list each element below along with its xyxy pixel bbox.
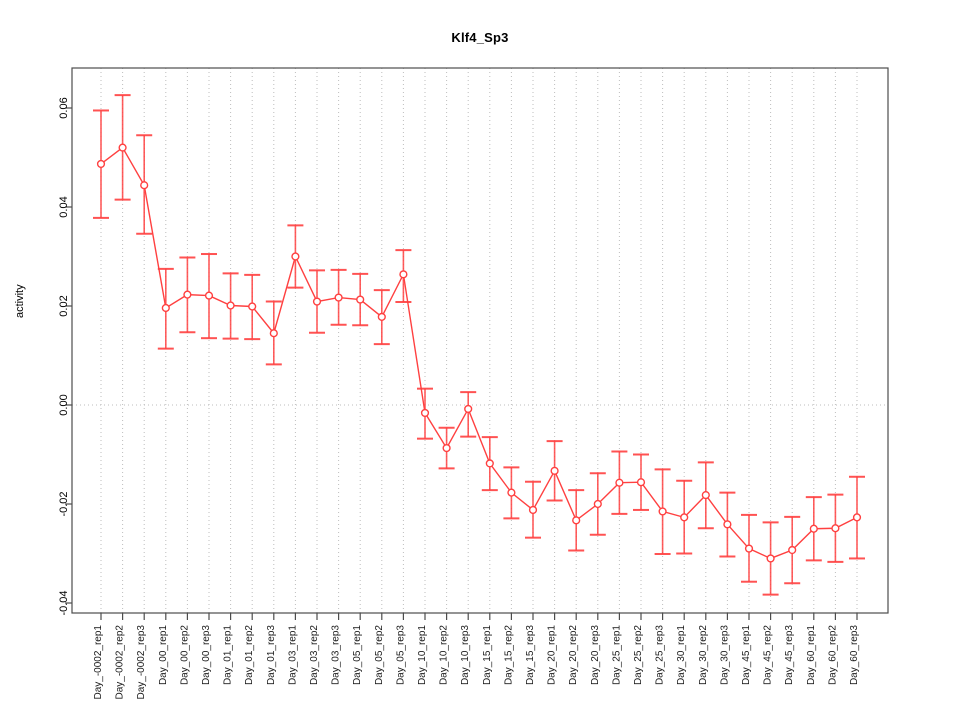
svg-text:Day_10_rep3: Day_10_rep3 [460, 625, 471, 685]
svg-text:Day_03_rep3: Day_03_rep3 [331, 625, 342, 685]
x-axis-ticks: Day_-0002_rep1 Day_-0002_rep2 Day_-0002_re… [93, 613, 860, 700]
y-axis-ticks: 0.06 0.04 0.02 0.00 -0.02 -0.04 [58, 97, 72, 616]
svg-text:Day_60_rep1: Day_60_rep1 [806, 625, 817, 685]
svg-text:0.02: 0.02 [58, 295, 70, 316]
svg-text:Day_60_rep2: Day_60_rep2 [827, 625, 838, 685]
data-line [100, 146, 858, 560]
gridlines [100, 68, 858, 613]
svg-text:Day_25_rep2: Day_25_rep2 [633, 625, 644, 685]
svg-text:Day_-0002_rep1: Day_-0002_rep1 [93, 625, 104, 700]
svg-text:Day_15_rep2: Day_15_rep2 [503, 625, 514, 685]
svg-text:0.00: 0.00 [58, 394, 70, 415]
svg-text:Day_45_rep1: Day_45_rep1 [741, 625, 752, 685]
svg-text:Day_60_rep3: Day_60_rep3 [849, 625, 860, 685]
svg-text:Day_25_rep1: Day_25_rep1 [611, 625, 622, 685]
svg-text:Day_30_rep3: Day_30_rep3 [719, 625, 730, 685]
svg-text:Day_-0002_rep3: Day_-0002_rep3 [136, 625, 147, 700]
svg-text:Day_01_rep1: Day_01_rep1 [223, 625, 234, 685]
svg-text:Day_30_rep2: Day_30_rep2 [698, 625, 709, 685]
svg-text:-0.02: -0.02 [58, 491, 70, 516]
svg-text:Day_00_rep2: Day_00_rep2 [179, 625, 190, 685]
svg-text:Day_20_rep2: Day_20_rep2 [568, 625, 579, 685]
data-points-group [96, 143, 862, 563]
svg-text:Day_10_rep1: Day_10_rep1 [417, 625, 428, 685]
svg-text:Day_05_rep2: Day_05_rep2 [374, 625, 385, 685]
svg-text:Day_05_rep3: Day_05_rep3 [395, 625, 406, 685]
svg-text:Day_03_rep1: Day_03_rep1 [287, 625, 298, 685]
svg-text:Day_-0002_rep2: Day_-0002_rep2 [115, 625, 126, 700]
svg-text:Day_00_rep3: Day_00_rep3 [201, 625, 212, 685]
svg-text:Day_20_rep1: Day_20_rep1 [547, 625, 558, 685]
svg-text:Day_01_rep2: Day_01_rep2 [244, 625, 255, 685]
svg-text:Day_30_rep1: Day_30_rep1 [676, 625, 687, 685]
svg-text:Day_10_rep2: Day_10_rep2 [439, 625, 450, 685]
svg-text:Day_00_rep1: Day_00_rep1 [158, 625, 169, 685]
svg-text:0.04: 0.04 [58, 196, 70, 217]
svg-text:Day_15_rep3: Day_15_rep3 [525, 625, 536, 685]
svg-text:Day_20_rep3: Day_20_rep3 [590, 625, 601, 685]
svg-text:0.06: 0.06 [58, 97, 70, 118]
svg-text:Day_01_rep3: Day_01_rep3 [266, 625, 277, 685]
svg-text:Day_15_rep1: Day_15_rep1 [482, 625, 493, 685]
svg-text:Day_45_rep3: Day_45_rep3 [784, 625, 795, 685]
page-title: Klf4_Sp3 [451, 30, 509, 45]
plot-frame [71, 67, 889, 614]
svg-text:Day_05_rep1: Day_05_rep1 [352, 625, 363, 685]
svg-text:-0.04: -0.04 [58, 590, 70, 615]
svg-text:Day_03_rep2: Day_03_rep2 [309, 625, 320, 685]
svg-text:Day_45_rep2: Day_45_rep2 [763, 625, 774, 685]
svg-text:Day_25_rep3: Day_25_rep3 [655, 625, 666, 685]
